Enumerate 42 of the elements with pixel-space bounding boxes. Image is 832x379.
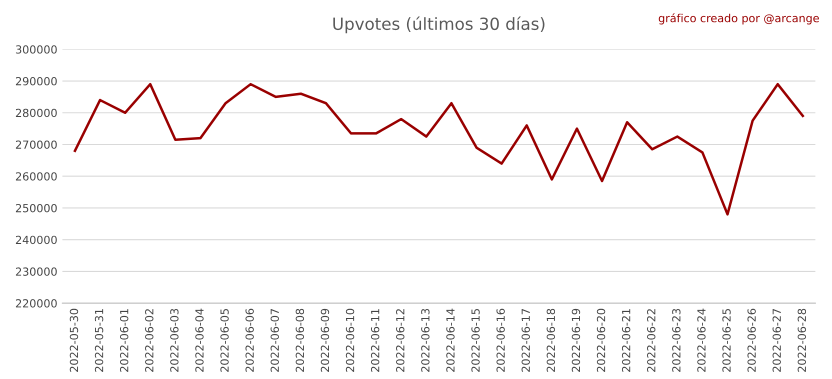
x-tick-label: 2022-06-19 bbox=[572, 308, 580, 372]
x-tick-label: 2022-06-08 bbox=[296, 308, 304, 372]
x-tick-label: 2022-05-31 bbox=[94, 309, 104, 372]
x-tick-label: 2022-06-15 bbox=[471, 309, 480, 372]
x-tick-label: 2022-06-28 bbox=[798, 308, 806, 372]
x-tick-label: 2022-06-03 bbox=[170, 308, 179, 372]
y-tick-label: 220000 bbox=[16, 299, 57, 308]
x-tick-label: 2022-06-14 bbox=[446, 308, 455, 372]
y-tick-label: 300000 bbox=[16, 45, 57, 54]
x-tick-label: 2022-06-04 bbox=[195, 308, 204, 372]
y-tick-label: 260000 bbox=[16, 172, 57, 181]
x-tick-label: 2022-06-11 bbox=[370, 309, 380, 372]
x-tick-label: 2022-06-09 bbox=[320, 308, 330, 372]
x-tick-label: 2022-06-17 bbox=[522, 309, 530, 372]
y-tick-label: 290000 bbox=[16, 76, 57, 86]
y-tick-label: 270000 bbox=[16, 140, 57, 149]
x-tick-label: 2022-06-12 bbox=[396, 309, 404, 372]
text: gráfico creado por @arcange bbox=[658, 13, 819, 24]
x-tick-label: 2022-05-30 bbox=[70, 308, 78, 372]
x-tick-label: 2022-06-02 bbox=[145, 309, 154, 372]
y-tick-label: 250000 bbox=[16, 204, 57, 212]
y-tick-label: 280000 bbox=[16, 108, 57, 118]
x-tick-label: 2022-06-10 bbox=[346, 308, 354, 372]
x-tick-label: 2022-06-20 bbox=[596, 308, 606, 372]
chart-title: Upvotes (últimos 30 días) bbox=[333, 16, 544, 34]
x-tick-label: 2022-06-25 bbox=[722, 309, 731, 372]
y-tick-label: 230000 bbox=[16, 267, 57, 276]
x-tick-label: 2022-06-07 bbox=[270, 309, 279, 372]
x-tick-label: 2022-06-06 bbox=[245, 308, 254, 372]
x-tick-label: 2022-06-01 bbox=[120, 309, 128, 372]
line-series bbox=[74, 82, 804, 216]
y-tick-label: 240000 bbox=[16, 236, 57, 244]
x-tick-label: 2022-06-18 bbox=[546, 308, 556, 372]
x-tick-label: 2022-06-22 bbox=[647, 309, 656, 372]
x-tick-label: 2022-06-23 bbox=[672, 308, 681, 372]
x-tick-label: 2022-06-26 bbox=[747, 308, 756, 372]
x-tick-label: 2022-06-21 bbox=[622, 309, 630, 372]
x-tick-label: 2022-06-24 bbox=[697, 308, 706, 372]
x-tick-label: 2022-06-16 bbox=[496, 308, 505, 372]
x-tick-label: 2022-06-05 bbox=[220, 309, 229, 372]
x-tick-label: 2022-06-13 bbox=[421, 308, 430, 372]
x-tick-label: 2022-06-27 bbox=[772, 309, 781, 372]
